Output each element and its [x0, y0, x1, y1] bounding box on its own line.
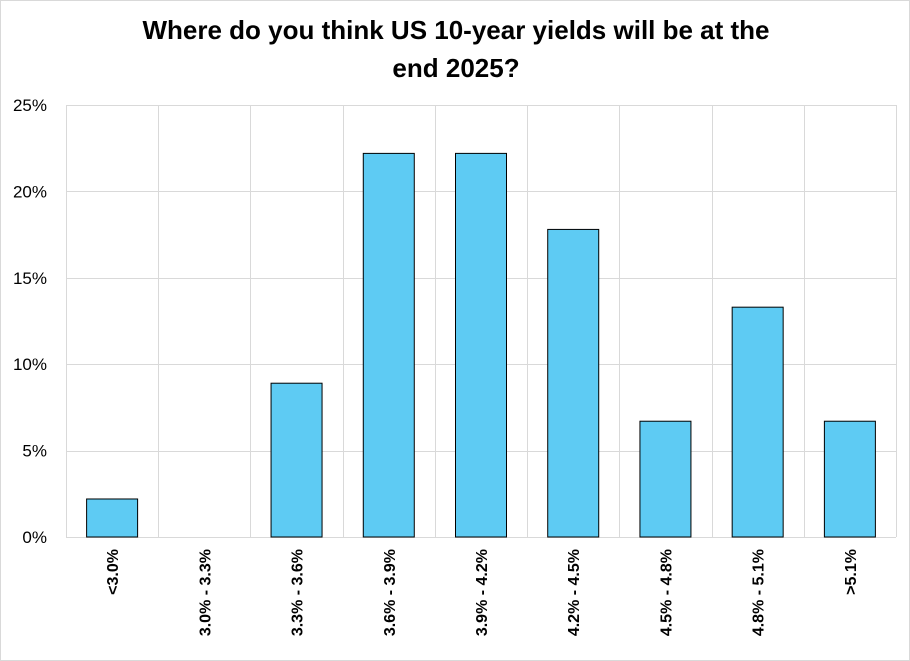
x-category-label: 3.6% - 3.9% — [382, 549, 399, 636]
x-category-label: 3.3% - 3.6% — [290, 549, 307, 636]
y-tick-label: 0% — [22, 528, 47, 547]
x-category-label: 3.9% - 4.2% — [474, 549, 491, 636]
bar — [86, 498, 139, 538]
chart-title-line-1: Where do you think US 10-year yields wil… — [142, 15, 769, 45]
x-category-label: 4.8% - 5.1% — [751, 549, 768, 636]
bar — [823, 420, 876, 538]
x-axis-categories: <3.0% 3.0% - 3.3% 3.3% - 3.6% 3.6% - 3.9% 3.… — [105, 549, 860, 636]
y-tick-label: 25% — [13, 96, 47, 115]
x-category-label: 4.5% - 4.8% — [658, 549, 675, 636]
chart-title-line-2: end 2025? — [392, 53, 519, 83]
bar — [547, 228, 600, 538]
bar — [270, 382, 323, 538]
chart-title: Where do you think US 10-year yields wil… — [142, 15, 769, 83]
bar — [362, 152, 415, 538]
y-tick-label: 10% — [13, 355, 47, 374]
bar — [639, 420, 692, 538]
y-axis-ticks: 0% 5% 10% 15% 20% 25% — [13, 96, 47, 547]
x-category-label: 3.0% - 3.3% — [197, 549, 214, 636]
x-category-label: 4.2% - 4.5% — [566, 549, 583, 636]
bars — [86, 152, 876, 538]
bar — [731, 306, 784, 538]
y-tick-label: 5% — [22, 442, 47, 461]
y-tick-label: 20% — [13, 182, 47, 201]
bar — [455, 152, 507, 538]
x-category-label: <3.0% — [105, 549, 122, 595]
x-category-label: >5.1% — [843, 549, 860, 595]
y-tick-label: 15% — [13, 269, 47, 288]
